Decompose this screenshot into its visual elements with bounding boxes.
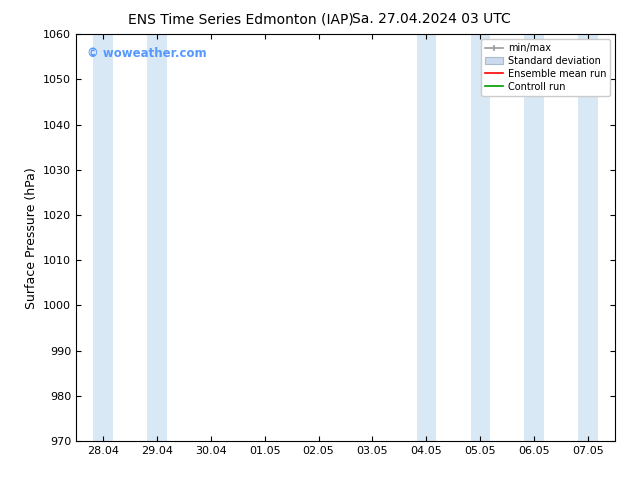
Legend: min/max, Standard deviation, Ensemble mean run, Controll run: min/max, Standard deviation, Ensemble me… <box>481 39 610 96</box>
Y-axis label: Surface Pressure (hPa): Surface Pressure (hPa) <box>25 167 37 309</box>
Bar <box>470 34 490 441</box>
Text: ENS Time Series Edmonton (IAP): ENS Time Series Edmonton (IAP) <box>128 12 354 26</box>
Bar <box>93 34 113 441</box>
Bar <box>147 34 167 441</box>
Bar <box>578 34 598 441</box>
Bar <box>417 34 436 441</box>
Bar <box>524 34 544 441</box>
Text: © woweather.com: © woweather.com <box>87 47 207 59</box>
Text: Sa. 27.04.2024 03 UTC: Sa. 27.04.2024 03 UTC <box>352 12 510 26</box>
